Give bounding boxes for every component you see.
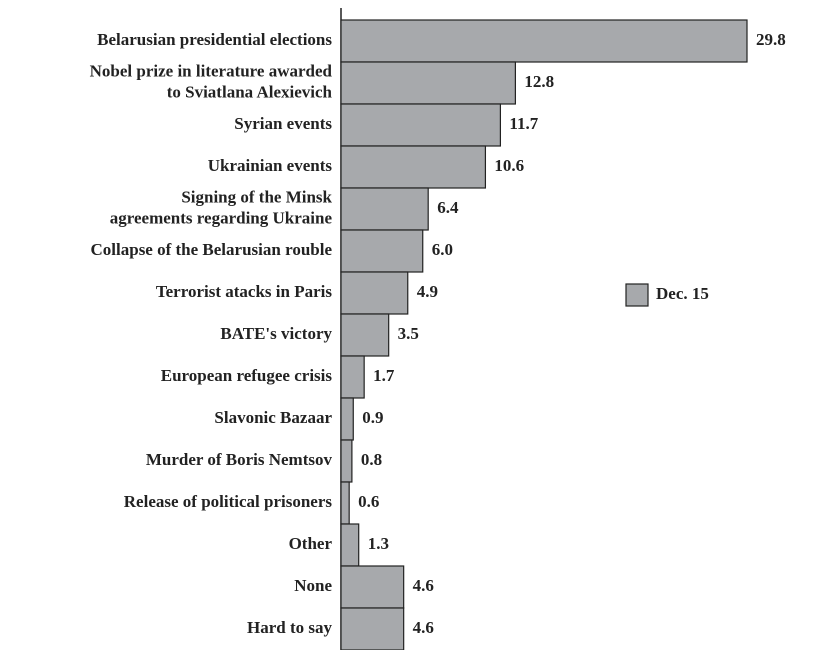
bar <box>340 19 748 63</box>
value-label: 6.4 <box>437 198 459 217</box>
value-label: 1.7 <box>373 366 395 385</box>
category-label: Ukrainian events <box>208 156 333 175</box>
bar <box>340 397 354 441</box>
category-label: European refugee crisis <box>161 366 333 385</box>
value-label: 10.6 <box>494 156 524 175</box>
category-label: Slavonic Bazaar <box>214 408 332 427</box>
bar <box>340 103 502 147</box>
bar <box>340 481 350 525</box>
bar <box>340 313 390 357</box>
value-label: 4.6 <box>413 576 434 595</box>
bar <box>340 523 360 567</box>
category-label: Nobel prize in literature awarded to Svia… <box>90 61 333 101</box>
bar <box>340 187 429 231</box>
category-label: Hard to say <box>247 618 333 637</box>
value-label: 4.6 <box>413 618 434 637</box>
bar <box>340 271 409 315</box>
category-label: None <box>294 576 332 595</box>
bar <box>340 229 424 273</box>
legend-swatch <box>625 283 649 307</box>
value-label: 0.6 <box>358 492 379 511</box>
category-label: Syrian events <box>234 114 332 133</box>
bar <box>340 565 405 609</box>
value-label: 11.7 <box>509 114 538 133</box>
bar <box>340 61 516 105</box>
value-label: 6.0 <box>432 240 453 259</box>
bar <box>340 145 487 189</box>
category-label: Terrorist atacks in Paris <box>156 282 333 301</box>
value-label: 4.9 <box>417 282 438 301</box>
bar <box>340 355 365 399</box>
value-label: 1.3 <box>368 534 389 553</box>
category-label: Belarusian presidential elections <box>97 30 332 49</box>
category-label: Other <box>289 534 333 553</box>
value-label: 12.8 <box>524 72 554 91</box>
value-label: 29.8 <box>756 30 786 49</box>
category-label: Signing of the Minsk agreements regarding… <box>110 187 333 227</box>
value-label: 0.9 <box>362 408 383 427</box>
bar <box>340 607 405 650</box>
value-label: 3.5 <box>398 324 419 343</box>
bar <box>340 439 353 483</box>
category-label: BATE's victory <box>220 324 332 343</box>
value-label: 0.8 <box>361 450 382 469</box>
category-label: Murder of Boris Nemtsov <box>146 450 333 469</box>
legend-label: Dec. 15 <box>656 284 709 303</box>
category-label: Release of political prisoners <box>124 492 333 511</box>
category-label: Collapse of the Belarusian rouble <box>91 240 333 259</box>
